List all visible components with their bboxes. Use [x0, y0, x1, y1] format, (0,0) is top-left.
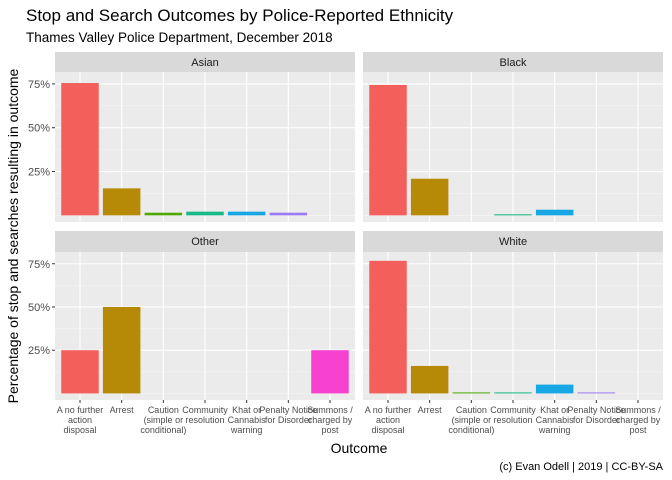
bar-other-1 — [102, 306, 141, 394]
x-tick-label: Penalty Notice for Disorder — [259, 405, 317, 425]
x-tick-label-line: charged by — [308, 415, 353, 425]
strip-background — [363, 231, 663, 252]
x-tick-label: Khat or Cannabis warning — [536, 405, 575, 435]
strip-label: White — [499, 236, 527, 248]
x-tick-label: Arrest — [418, 405, 443, 415]
bar-white-4 — [535, 384, 574, 394]
strip-label: Black — [500, 57, 527, 69]
x-tick-label: Caution (simple or conditional) — [448, 405, 494, 435]
x-tick-label-line: action — [68, 415, 92, 425]
panel-black: Black — [363, 52, 663, 222]
x-tick-label-line: warning — [538, 425, 571, 435]
bar-white-5 — [577, 392, 616, 394]
panel-white: White A no further action disposal Arrest Cau… — [363, 231, 663, 435]
bar-other-6 — [311, 350, 349, 394]
x-tick-label-line: post — [629, 425, 647, 435]
x-tick-label-line: Cannabis — [536, 415, 575, 425]
x-tick-label: Summons / charged by post — [307, 405, 353, 435]
bar-asian-4 — [227, 211, 266, 216]
x-tick-label: Community resolution — [182, 405, 228, 425]
panel-other: Other 25% 50% 75% A no further action disposal… — [28, 231, 355, 435]
x-tick-label-line: resolution — [185, 415, 224, 425]
x-tick-label: Khat or Cannabis warning — [228, 405, 267, 435]
chart-title: Stop and Search Outcomes by Police-Repor… — [26, 6, 454, 25]
x-tick-label-line: warning — [230, 425, 263, 435]
x-tick-label-line: Cannabis — [228, 415, 267, 425]
x-tick-label-line: Caution — [456, 405, 487, 415]
strip-label: Asian — [191, 57, 219, 69]
y-tick-label: 75% — [28, 79, 50, 91]
bar-black-1 — [410, 178, 449, 216]
x-tick-label: A no further action disposal — [57, 405, 104, 435]
x-tick-label: Penalty Notice for Disorder — [567, 405, 625, 425]
x-tick-label: Summons / charged by post — [615, 405, 661, 435]
x-tick-label: A no further action disposal — [365, 405, 412, 435]
x-tick-label-line: Arrest — [110, 405, 135, 415]
bar-other-0 — [61, 350, 99, 394]
strip-background — [55, 231, 355, 252]
x-tick-label-line: Community — [490, 405, 536, 415]
bar-asian-0 — [61, 83, 99, 216]
x-tick-label: Caution (simple or conditional) — [140, 405, 186, 435]
x-tick-label-line: post — [321, 425, 339, 435]
bar-asian-5 — [269, 212, 308, 216]
x-tick-label-line: disposal — [63, 425, 96, 435]
x-tick-label: Arrest — [110, 405, 135, 415]
strip-background — [363, 52, 663, 72]
x-tick-label-line: for Disorder — [265, 415, 312, 425]
x-tick-label-line: conditional) — [448, 425, 494, 435]
bar-asian-1 — [102, 188, 141, 216]
x-tick-label-line: (simple or — [144, 415, 184, 425]
x-tick-label-line: for Disorder — [573, 415, 620, 425]
strip-background — [55, 52, 355, 72]
x-tick-label-line: Khat or — [232, 405, 261, 415]
x-tick-label-line: charged by — [616, 415, 661, 425]
y-tick-label: 50% — [28, 302, 50, 314]
bar-white-0 — [369, 260, 407, 394]
x-tick-label-line: resolution — [493, 415, 532, 425]
bar-white-1 — [410, 365, 449, 394]
x-tick-label-line: Community — [182, 405, 228, 415]
y-tick-label: 50% — [28, 123, 50, 135]
chart-subtitle: Thames Valley Police Department, Decembe… — [26, 30, 333, 45]
x-tick-label-line: A no further — [365, 405, 412, 415]
strip-label: Other — [191, 236, 219, 248]
x-tick-label-line: action — [376, 415, 400, 425]
x-tick-label-line: Penalty Notice — [567, 405, 625, 415]
x-tick-label-line: (simple or — [452, 415, 492, 425]
x-tick-label-line: A no further — [57, 405, 104, 415]
x-tick-label-line: Khat or — [540, 405, 569, 415]
x-tick-label-line: Caution — [148, 405, 179, 415]
x-tick-label: Community resolution — [490, 405, 536, 425]
x-tick-label-line: Penalty Notice — [259, 405, 317, 415]
y-tick-label: 75% — [28, 259, 50, 271]
x-tick-label-line: conditional) — [140, 425, 186, 435]
x-tick-label-line: Summons / — [307, 405, 353, 415]
panel-asian: Asian 25% 50% 75% — [28, 52, 355, 222]
bar-white-3 — [494, 392, 532, 394]
bar-asian-2 — [144, 212, 183, 216]
y-tick-label: 25% — [28, 167, 50, 179]
bar-black-0 — [369, 84, 407, 216]
bar-black-4 — [535, 209, 574, 216]
bar-white-2 — [452, 392, 491, 394]
y-axis-title: Percentage of stop and searches resultin… — [5, 68, 21, 403]
x-tick-label-line: disposal — [371, 425, 404, 435]
caption: (c) Evan Odell | 2019 | CC-BY-SA — [499, 461, 663, 473]
y-tick-label: 25% — [28, 345, 50, 357]
x-tick-label-line: Summons / — [615, 405, 661, 415]
x-tick-label-line: Arrest — [418, 405, 443, 415]
bar-asian-3 — [186, 211, 224, 216]
bar-black-3 — [494, 214, 532, 216]
x-axis-title: Outcome — [331, 440, 388, 456]
